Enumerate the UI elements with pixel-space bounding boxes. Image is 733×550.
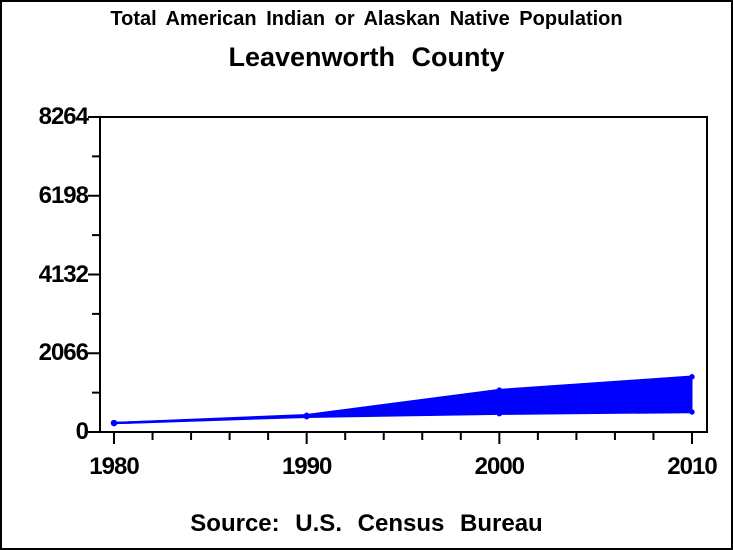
y-axis-tick-label: 6198 [38,181,89,209]
y-axis-tick-label: 8264 [38,103,89,130]
source-caption: Source: U.S. Census Bureau [190,510,543,537]
chart-subtitle: Leavenworth County [228,42,505,72]
x-axis-tick-label: 1990 [281,453,332,480]
y-axis-tick-label: 4132 [38,260,89,288]
x-axis-tick-label: 2010 [667,453,717,480]
y-axis-tick-label: 2066 [38,339,89,367]
chart-title: Total American Indian or Alaskan Native … [110,8,623,30]
y-axis-tick-label: 0 [75,418,89,445]
x-axis-tick-label: 2000 [474,453,525,480]
x-axis-tick-label: 1980 [89,453,139,480]
